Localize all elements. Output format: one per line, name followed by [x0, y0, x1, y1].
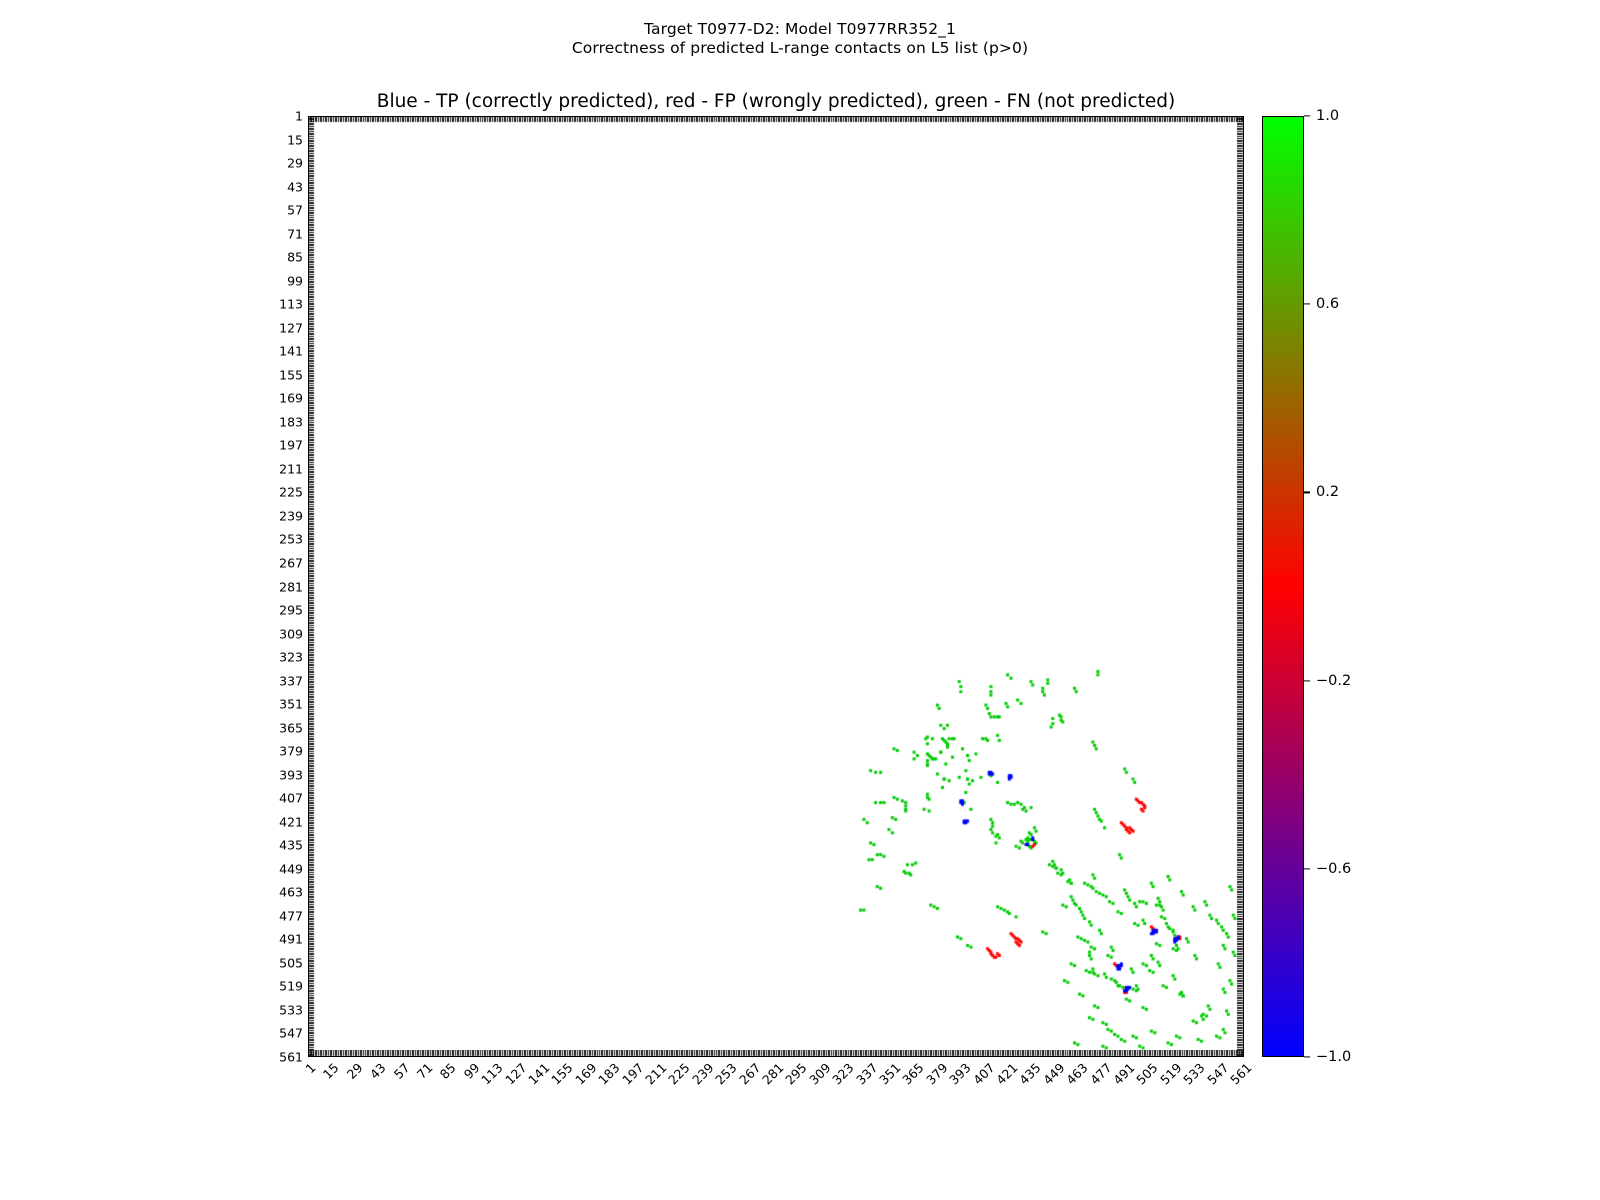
colorbar-tick-label: −0.2	[1316, 672, 1352, 689]
y-axis-tick-label: 169	[279, 390, 303, 406]
y-axis-tick-label: 197	[279, 437, 303, 453]
x-axis-tick-labels: 1 15 29 43 57 71 85 99 113 127 141 155 169 183 197 211 2…	[302, 1060, 1254, 1130]
y-axis-tick-label: 561	[279, 1049, 303, 1065]
colorbar-tick-label: −0.6	[1316, 860, 1352, 877]
y-axis-tick-label: 547	[279, 1025, 303, 1041]
contact-map-plot-area	[308, 116, 1245, 1058]
y-axis-tick-label: 127	[279, 320, 303, 336]
colorbar-tick-mark	[1304, 115, 1310, 117]
y-axis-tick-label: 211	[279, 461, 303, 477]
y-axis-tick-label: 1	[295, 108, 303, 124]
figure-title-primary: Target T0977-D2: Model T0977RR352_1	[644, 20, 956, 38]
y-axis-tick-label: 463	[279, 884, 303, 900]
contact-map-canvas	[309, 117, 1245, 1058]
y-axis-tick-label: 351	[279, 696, 303, 712]
y-axis-tick-labels: 1 15 29 43 57 71 85 99 113 127 141 155 169 183 197 211 2…	[255, 109, 303, 1065]
y-axis-tick-label: 323	[279, 649, 303, 665]
y-axis-tick-label: 225	[279, 484, 303, 500]
y-axis-tick-label: 491	[279, 931, 303, 947]
y-axis-tick-label: 281	[279, 579, 303, 594]
colorbar-gradient	[1262, 116, 1304, 1057]
y-axis-tick-label: 449	[279, 861, 303, 877]
colorbar-tick-mark	[1304, 1056, 1310, 1058]
y-axis-tick-label: 421	[279, 814, 303, 830]
colorbar-tick-label: −1.0	[1316, 1049, 1352, 1065]
y-axis-tick-label: 505	[279, 955, 303, 971]
y-axis-tick-label: 267	[279, 555, 303, 571]
y-axis-tick-label: 295	[279, 602, 303, 618]
y-axis-tick-label: 57	[287, 202, 303, 218]
y-axis-tick-label: 15	[287, 132, 303, 148]
y-axis-tick-label: 113	[279, 296, 303, 312]
y-axis-tick-label: 43	[287, 179, 303, 195]
y-axis-tick-label: 519	[279, 978, 303, 994]
colorbar-tick-mark	[1304, 868, 1310, 870]
y-axis-tick-label: 435	[279, 837, 303, 853]
y-axis-tick-label: 183	[279, 414, 303, 430]
y-axis-tick-label: 365	[279, 720, 303, 736]
y-axis-tick-label: 85	[287, 249, 303, 265]
colorbar-tick-mark	[1304, 680, 1310, 682]
y-axis-tick-label: 141	[279, 343, 303, 359]
y-axis-tick-label: 533	[279, 1002, 303, 1018]
y-axis-tick-label: 239	[279, 508, 303, 524]
colorbar-tick-labels: 1.0 0.6 0.2 −0.2 −0.6 −1.0	[1304, 108, 1364, 1065]
colorbar: 1.0 0.6 0.2 −0.2 −0.6 −1.0	[1262, 108, 1351, 1065]
y-axis-tick-label: 99	[287, 273, 303, 289]
colorbar-tick-mark	[1304, 491, 1310, 493]
y-axis-tick-label: 393	[279, 767, 303, 783]
figure-title-block: Target T0977-D2: Model T0977RR352_1 Corr…	[0, 20, 1600, 58]
y-axis-tick-label: 29	[287, 155, 303, 171]
y-axis-tick-label: 309	[279, 626, 303, 642]
colorbar-tick-mark	[1304, 303, 1310, 305]
legend-title: Blue - TP (correctly predicted), red - F…	[376, 91, 1176, 112]
figure-title-secondary: Correctness of predicted L-range contact…	[571, 39, 1029, 57]
y-axis-tick-label: 379	[279, 743, 303, 759]
y-axis-tick-label: 71	[287, 226, 303, 242]
y-axis-tick-label: 253	[279, 531, 303, 547]
colorbar-tick-label: 0.6	[1316, 296, 1340, 313]
y-axis-tick-label: 477	[279, 908, 303, 924]
y-axis-tick-label: 407	[279, 790, 303, 806]
y-axis-tick-label: 155	[279, 367, 303, 383]
colorbar-tick-label: 1.0	[1316, 108, 1340, 124]
colorbar-tick-label: 0.2	[1316, 484, 1340, 501]
y-axis-tick-label: 337	[279, 673, 303, 689]
